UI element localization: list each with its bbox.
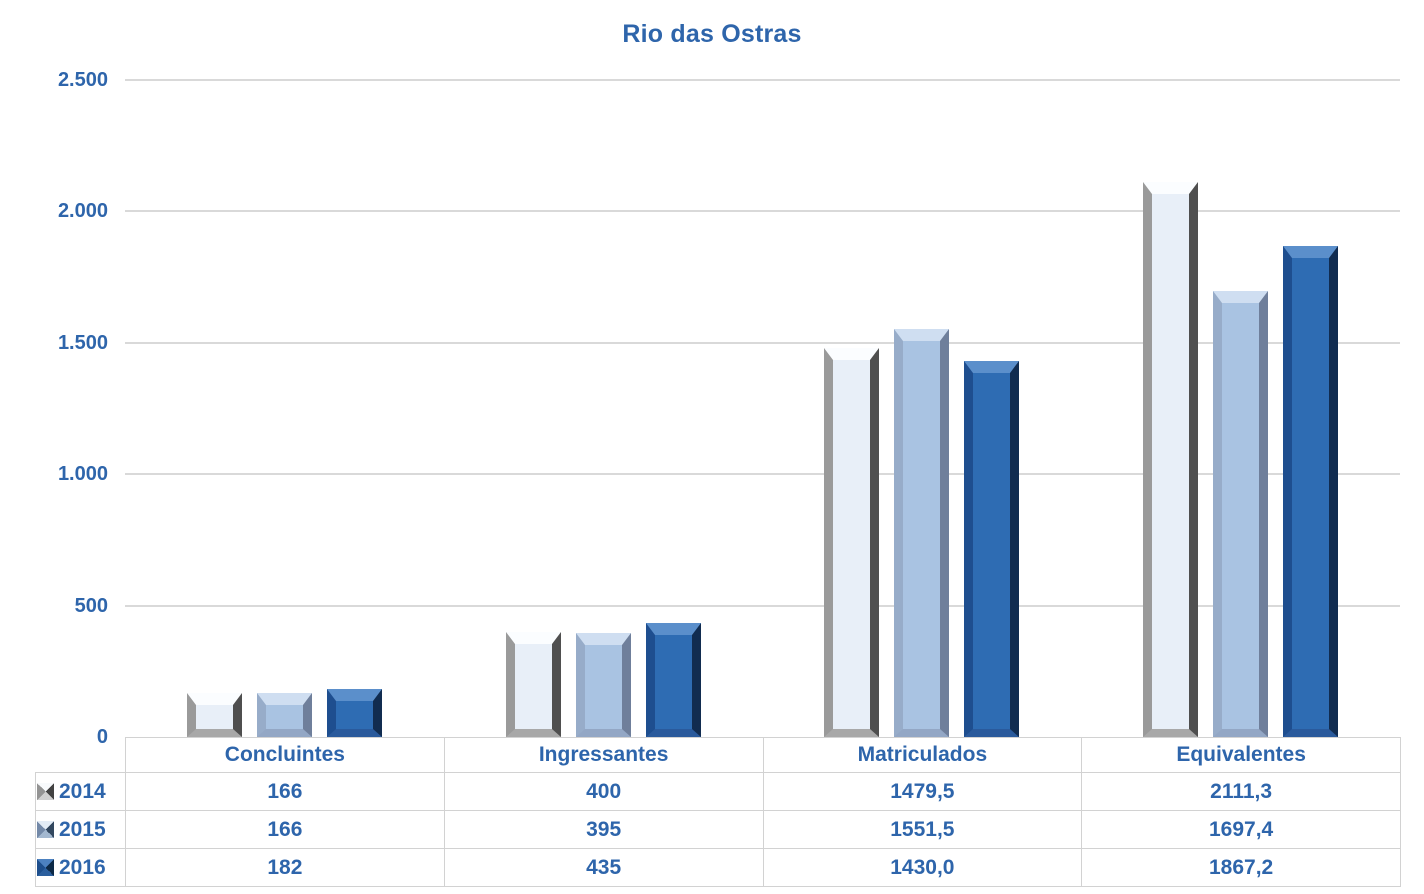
bar-group-matriculados — [763, 80, 1082, 737]
gridline — [125, 473, 1400, 476]
gridline — [125, 341, 1400, 344]
value-cell: 182 — [125, 848, 445, 887]
bar-group-ingressantes — [444, 80, 763, 737]
value-cell: 166 — [125, 772, 445, 811]
legend-key-icon — [37, 820, 54, 838]
gridline — [125, 210, 1400, 213]
table-row-2014: 2014 166 400 1479,5 2111,3 — [35, 772, 1401, 811]
corner-cell — [36, 738, 126, 773]
bar-group-concluintes — [125, 80, 444, 737]
bar-2015-matriculados — [894, 329, 950, 737]
legend-key-icon — [37, 782, 54, 800]
bar-2014-ingressantes — [505, 632, 561, 737]
chart-title: Rio das Ostras — [622, 20, 802, 48]
y-tick-label: 1.000 — [57, 463, 108, 486]
value-cell: 2111,3 — [1081, 772, 1401, 811]
value-cell: 1697,4 — [1081, 810, 1401, 849]
bar-2014-matriculados — [824, 348, 880, 737]
bar-2014-equivalentes — [1143, 182, 1199, 737]
y-tick-label: 500 — [74, 594, 108, 617]
category-header-cell: Equivalentes — [1081, 737, 1401, 773]
bar-2015-concluintes — [256, 693, 312, 737]
series-year-label: 2015 — [59, 817, 106, 841]
y-tick-label: 2.000 — [57, 200, 108, 223]
bar-2015-equivalentes — [1213, 291, 1269, 737]
table-row-2015: 2015 166 395 1551,5 1697,4 — [35, 810, 1401, 849]
y-tick-label: 1.500 — [57, 331, 108, 354]
legend-cell: 2014 — [35, 772, 126, 811]
gridline — [125, 79, 1400, 81]
bar-2016-ingressantes — [645, 623, 701, 737]
value-cell: 1551,5 — [762, 810, 1083, 849]
value-cell: 395 — [443, 810, 764, 849]
bar-2015-ingressantes — [575, 633, 631, 737]
gridline — [125, 604, 1400, 607]
series-year-label: 2014 — [59, 779, 106, 803]
value-cell: 166 — [125, 810, 445, 849]
data-table: Concluintes Ingressantes Matriculados Equiv… — [35, 737, 1401, 887]
category-header-cell: Ingressantes — [443, 737, 764, 773]
y-tick-label: 0 — [96, 726, 108, 748]
series-year-label: 2016 — [59, 855, 106, 879]
plot-area — [125, 79, 1400, 737]
value-cell: 1867,2 — [1081, 848, 1401, 887]
y-axis: 0 500 1.000 1.500 2.000 2.500 — [0, 69, 108, 748]
bar-2016-equivalentes — [1283, 246, 1339, 737]
legend-cell: 2015 — [35, 810, 126, 849]
legend-key-icon — [37, 858, 54, 876]
bar-group-equivalentes — [1081, 80, 1400, 737]
bar-2016-matriculados — [964, 361, 1020, 737]
bar-2016-concluintes — [326, 689, 382, 737]
data-table-wrap: Concluintes Ingressantes Matriculados Equiv… — [35, 737, 1401, 887]
value-cell: 1430,0 — [762, 848, 1083, 887]
category-header-cell: Concluintes — [125, 737, 445, 773]
bar-2014-concluintes — [186, 693, 242, 737]
y-tick-label: 2.500 — [57, 69, 108, 91]
table-header-row: Concluintes Ingressantes Matriculados Equiv… — [36, 737, 1401, 773]
value-cell: 435 — [443, 848, 764, 887]
value-cell: 400 — [443, 772, 764, 811]
table-row-2016: 2016 182 435 1430,0 1867,2 — [35, 848, 1401, 887]
legend-cell: 2016 — [35, 848, 126, 887]
value-cell: 1479,5 — [762, 772, 1083, 811]
category-header-cell: Matriculados — [762, 737, 1083, 773]
